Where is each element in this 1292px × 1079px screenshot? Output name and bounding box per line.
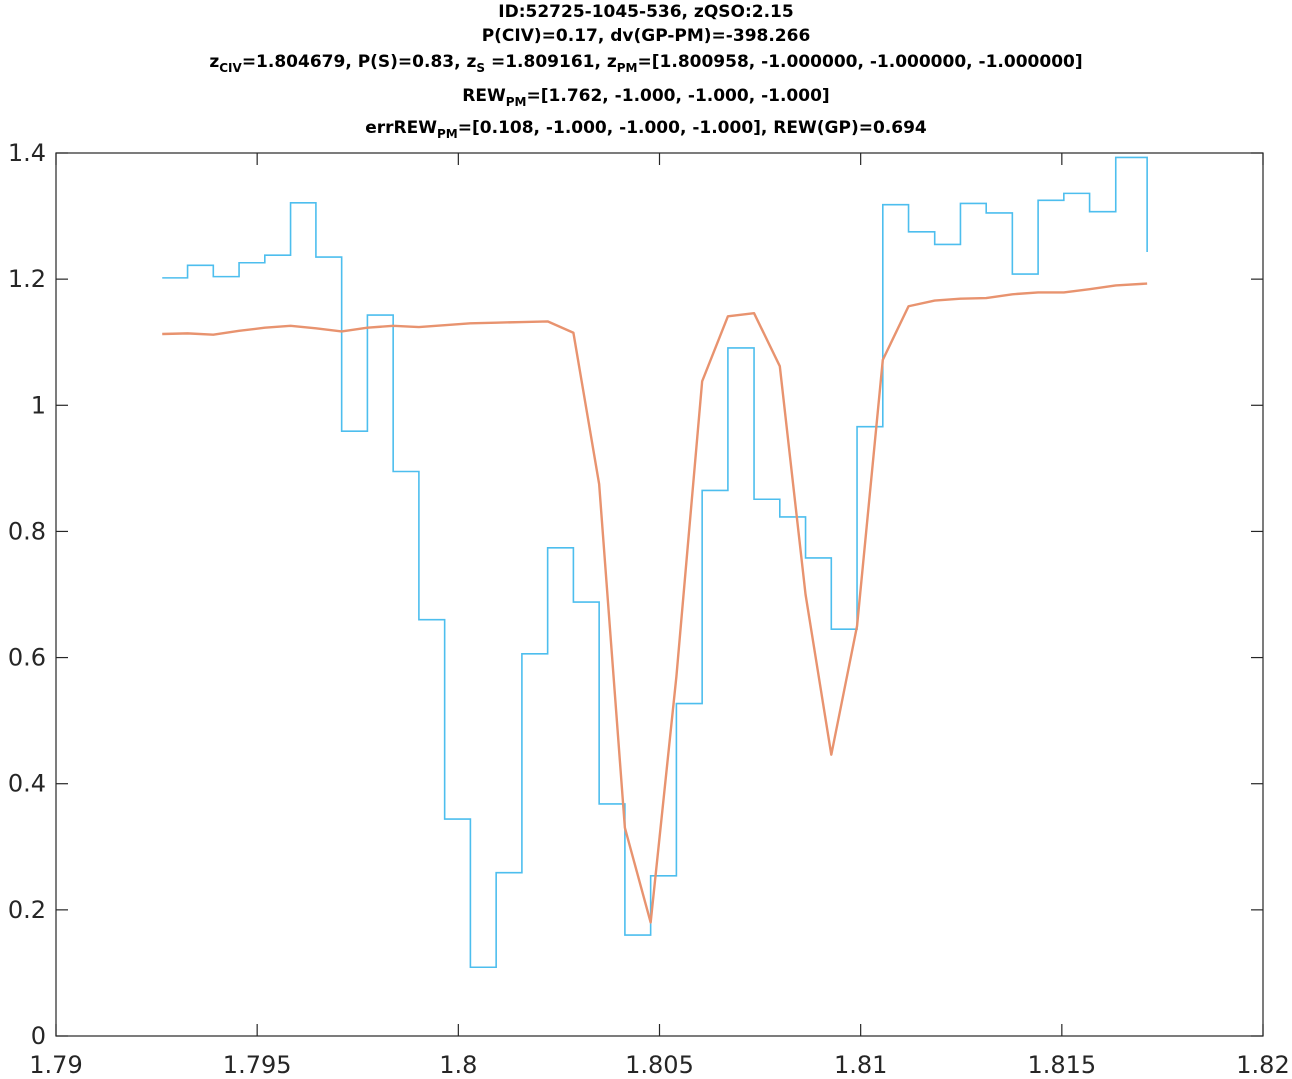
y-tick-label: 0.6 <box>8 644 46 672</box>
series-group <box>162 156 1148 969</box>
x-tick-label: 1.8 <box>439 1051 477 1079</box>
title-line-5: errREWPM=[0.108, -1.000, -1.000, -1.000]… <box>365 118 927 141</box>
x-tick-label: 1.815 <box>1027 1051 1096 1079</box>
y-tick-label: 0.2 <box>8 896 46 924</box>
series-model-line <box>162 282 1148 924</box>
y-tick-label: 1.4 <box>8 139 46 167</box>
x-tick-label: 1.795 <box>223 1051 292 1079</box>
x-tick-label: 1.79 <box>29 1051 82 1079</box>
y-tick-label: 0 <box>31 1022 46 1050</box>
chart-title: ID:52725-1045-536, zQSO:2.15 P(CIV)=0.17,… <box>209 2 1082 141</box>
y-tick-label: 1 <box>31 391 46 419</box>
x-tick-label: 1.82 <box>1236 1051 1289 1079</box>
y-tick-label: 0.8 <box>8 517 46 545</box>
title-line-3: zCIV=1.804679, P(S)=0.83, zS =1.809161, … <box>209 52 1082 75</box>
y-tick-label: 0.4 <box>8 770 46 798</box>
title-line-2: P(CIV)=0.17, dv(GP-PM)=-398.266 <box>482 26 811 46</box>
series-flux-stairs <box>162 156 1148 969</box>
x-tick-label: 1.805 <box>625 1051 694 1079</box>
title-line-1: ID:52725-1045-536, zQSO:2.15 <box>498 2 793 22</box>
y-axis: 0 0.2 0.4 0.6 0.8 1 1.2 1.4 <box>8 139 1263 1050</box>
title-line-4: REWPM=[1.762, -1.000, -1.000, -1.000] <box>462 86 829 109</box>
x-axis: 1.79 1.795 1.8 1.805 1.81 1.815 1.82 <box>29 153 1290 1079</box>
x-tick-label: 1.81 <box>834 1051 887 1079</box>
y-tick-label: 1.2 <box>8 265 46 293</box>
plot-area <box>56 153 1263 1036</box>
